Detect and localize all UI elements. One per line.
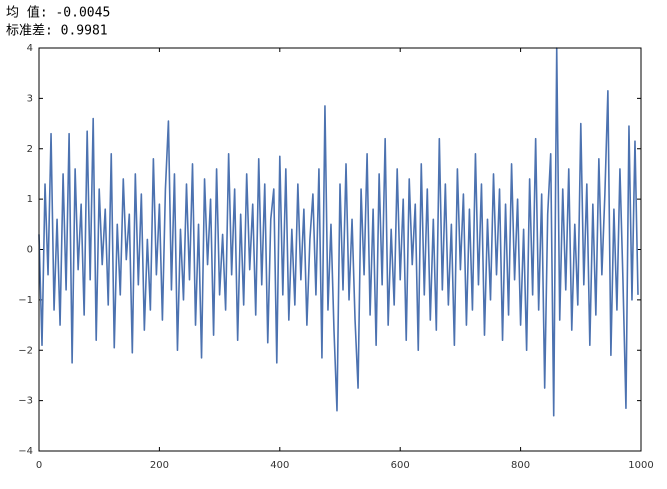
x-tick-label: 600 (391, 460, 410, 471)
y-tick-label: −1 (18, 295, 33, 306)
x-tick-label: 0 (36, 460, 42, 471)
y-tick-label: −4 (18, 446, 33, 457)
y-tick-label: 1 (27, 194, 33, 205)
plot-frame (38, 47, 642, 452)
mean-annotation: 均 值: -0.0045 (6, 5, 110, 21)
y-tick-label: −3 (18, 396, 33, 407)
y-tick-label: 3 (27, 93, 33, 104)
data-line (38, 47, 639, 417)
x-tick-label: 800 (511, 460, 530, 471)
y-tick-label: 0 (27, 245, 33, 256)
x-tick-label: 1000 (628, 460, 653, 471)
y-tick-label: −2 (18, 345, 33, 356)
std-annotation: 标准差: 0.9981 (6, 24, 108, 39)
y-tick-label: 4 (27, 43, 33, 54)
x-tick-label: 400 (270, 460, 289, 471)
y-tick-label: 2 (27, 144, 33, 155)
x-tick-label: 200 (150, 460, 169, 471)
